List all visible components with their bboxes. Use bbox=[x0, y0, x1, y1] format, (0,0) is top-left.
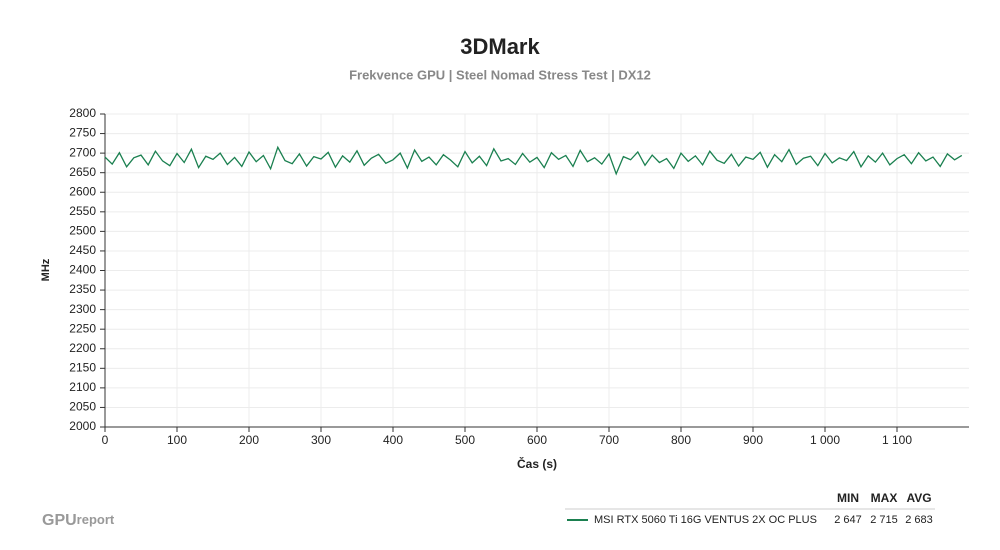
y-tick-label: 2800 bbox=[69, 106, 96, 120]
stats-header: MIN bbox=[837, 491, 859, 505]
brand: GPUreport bbox=[42, 512, 115, 529]
legend-label: MSI RTX 5060 Ti 16G VENTUS 2X OC PLUS bbox=[594, 514, 817, 526]
y-tick-label: 2150 bbox=[69, 360, 96, 374]
x-tick-label: 200 bbox=[239, 433, 259, 447]
x-tick-label: 100 bbox=[167, 433, 187, 447]
stats-value: 2 683 bbox=[905, 514, 933, 526]
y-tick-label: 2400 bbox=[69, 263, 96, 277]
y-tick-label: 2750 bbox=[69, 126, 96, 140]
x-tick-label: 1 100 bbox=[882, 433, 912, 447]
y-axis-label: MHz bbox=[40, 258, 52, 281]
x-axis-label: Čas (s) bbox=[517, 456, 557, 471]
y-tick-label: 2250 bbox=[69, 321, 96, 335]
x-tick-label: 500 bbox=[455, 433, 475, 447]
y-tick-label: 2200 bbox=[69, 341, 96, 355]
chart-title: 3DMark bbox=[460, 34, 540, 59]
y-tick-label: 2450 bbox=[69, 243, 96, 257]
x-tick-label: 900 bbox=[743, 433, 763, 447]
y-tick-label: 2500 bbox=[69, 224, 96, 238]
chart-subtitle: Frekvence GPU | Steel Nomad Stress Test … bbox=[349, 67, 651, 82]
y-tick-label: 2050 bbox=[69, 400, 96, 414]
y-tick-label: 2700 bbox=[69, 145, 96, 159]
x-tick-label: 1 000 bbox=[810, 433, 840, 447]
stats-header: MAX bbox=[871, 491, 898, 505]
stats-header: AVG bbox=[906, 491, 931, 505]
y-tick-label: 2350 bbox=[69, 282, 96, 296]
x-tick-label: 700 bbox=[599, 433, 619, 447]
y-tick-label: 2650 bbox=[69, 165, 96, 179]
y-tick-label: 2100 bbox=[69, 380, 96, 394]
x-tick-label: 400 bbox=[383, 433, 403, 447]
brand-part: report bbox=[77, 512, 115, 527]
brand-part: GPU bbox=[42, 512, 77, 529]
y-tick-label: 2000 bbox=[69, 419, 96, 433]
x-tick-label: 800 bbox=[671, 433, 691, 447]
stats-value: 2 715 bbox=[870, 514, 898, 526]
y-tick-label: 2300 bbox=[69, 302, 96, 316]
y-tick-label: 2600 bbox=[69, 184, 96, 198]
x-tick-label: 0 bbox=[102, 433, 109, 447]
y-tick-label: 2550 bbox=[69, 204, 96, 218]
x-tick-label: 300 bbox=[311, 433, 331, 447]
x-tick-label: 600 bbox=[527, 433, 547, 447]
data-line bbox=[104, 145, 963, 176]
stats-value: 2 647 bbox=[834, 514, 862, 526]
